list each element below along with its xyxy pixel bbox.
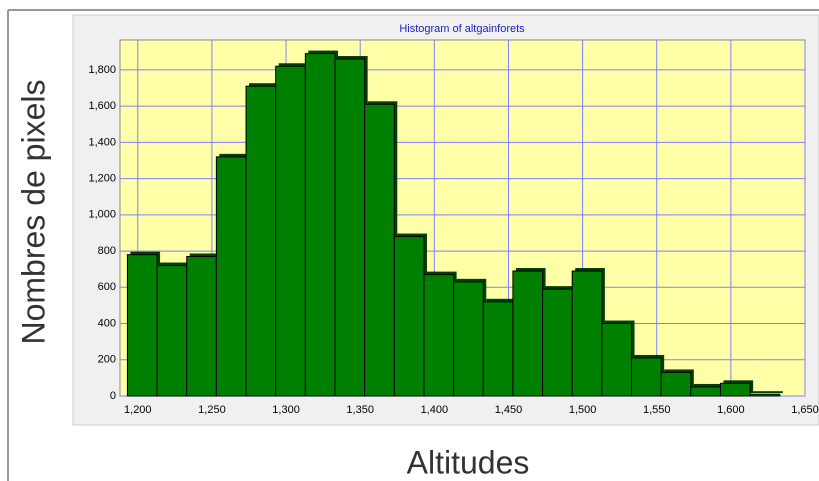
shadow [753,391,783,393]
y-tick-label: 1,800 [88,64,116,76]
x-tick-label: 1,450 [495,404,523,416]
bar [215,156,247,397]
y-tick-label: 0 [110,390,116,402]
bar [631,357,662,397]
bar [453,281,484,397]
x-tick-label: 1,300 [272,404,300,416]
bar [156,265,188,397]
bar [719,382,751,397]
bar [186,255,217,397]
chart-title: Histogram of altgainforets [399,23,525,35]
y-tick-label: 1,600 [88,100,116,112]
y-tick-label: 800 [98,245,116,257]
x-axis-label: Altitudes [407,444,530,480]
bar [364,103,395,397]
x-tick-label: 1,650 [791,404,819,416]
x-tick-label: 1,200 [124,404,152,416]
bar [304,53,336,397]
y-tick-label: 1,000 [88,209,116,221]
y-tick-label: 600 [98,281,116,293]
bar [512,270,544,397]
bar [542,288,573,397]
x-tick-label: 1,550 [643,404,671,416]
y-axis-label: Nombres de pixels [15,80,51,345]
y-tick-label: 1,400 [88,136,116,148]
bar [749,393,781,397]
bar [126,254,158,397]
bar [482,301,514,397]
x-tick-label: 1,350 [346,404,374,416]
x-tick-label: 1,600 [717,404,745,416]
y-tick-label: 200 [98,354,116,366]
bar [245,85,277,397]
bar [334,58,366,397]
x-tick-label: 1,400 [421,404,449,416]
bar [601,323,633,397]
y-tick-label: 400 [98,317,116,329]
x-tick-label: 1,500 [569,404,597,416]
bar [275,65,306,397]
y-tick-label: 1,200 [88,173,116,185]
bar [690,386,721,397]
bar [571,270,603,397]
bar [660,371,692,397]
bar [423,274,455,397]
bar [393,236,425,397]
x-tick-label: 1,250 [198,404,226,416]
